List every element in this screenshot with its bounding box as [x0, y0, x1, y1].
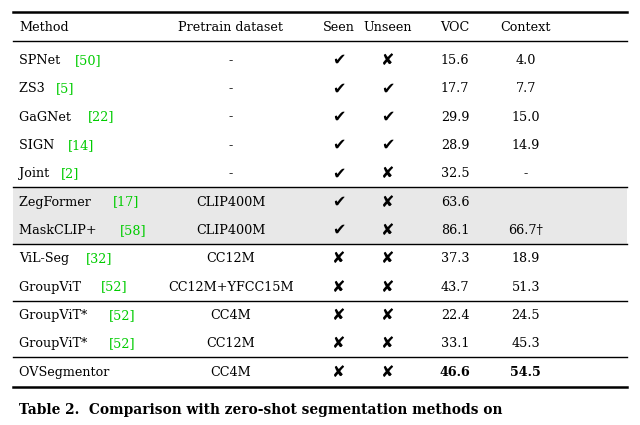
Text: 54.5: 54.5 [511, 366, 541, 379]
Text: -: - [228, 110, 233, 124]
Text: ViL-Seg: ViL-Seg [19, 252, 73, 265]
Text: ✘: ✘ [381, 53, 394, 68]
Text: [32]: [32] [86, 252, 113, 265]
Text: ZegFormer: ZegFormer [19, 196, 95, 209]
Text: -: - [228, 139, 233, 152]
Text: [50]: [50] [75, 54, 102, 67]
Text: ✔: ✔ [381, 81, 394, 96]
Text: 51.3: 51.3 [511, 280, 540, 294]
Text: 33.1: 33.1 [441, 337, 469, 350]
Text: 37.3: 37.3 [441, 252, 469, 265]
Text: 15.0: 15.0 [511, 110, 540, 124]
Text: ✔: ✔ [381, 138, 394, 153]
Text: ✘: ✘ [381, 223, 394, 238]
Text: ✔: ✔ [332, 166, 345, 181]
Text: ✘: ✘ [381, 365, 394, 380]
Text: CC12M: CC12M [207, 252, 255, 265]
Text: 7.7: 7.7 [516, 82, 536, 95]
Text: -: - [228, 167, 233, 180]
Text: 22.4: 22.4 [441, 309, 469, 322]
Text: CLIP400M: CLIP400M [196, 196, 266, 209]
Text: CC12M+YFCC15M: CC12M+YFCC15M [168, 280, 294, 294]
Text: SPNet: SPNet [19, 54, 64, 67]
Text: OVSegmentor: OVSegmentor [19, 366, 113, 379]
Text: GroupViT*: GroupViT* [19, 309, 91, 322]
Text: ✘: ✘ [381, 166, 394, 181]
Text: Table 2.  Comparison with zero-shot segmentation methods on: Table 2. Comparison with zero-shot segme… [19, 403, 502, 417]
Bar [13, 189, 627, 217]
Text: 17.7: 17.7 [441, 82, 469, 95]
Text: CC12M: CC12M [207, 337, 255, 350]
Text: 24.5: 24.5 [511, 309, 540, 322]
Text: 4.0: 4.0 [516, 54, 536, 67]
Text: 28.9: 28.9 [441, 139, 469, 152]
Text: GroupViT*: GroupViT* [19, 337, 91, 350]
Text: Joint: Joint [19, 167, 53, 180]
Text: GaGNet: GaGNet [19, 110, 75, 124]
Text: ✔: ✔ [332, 110, 345, 125]
Text: 32.5: 32.5 [441, 167, 470, 180]
Text: ✘: ✘ [332, 251, 345, 266]
Text: CC4M: CC4M [211, 309, 252, 322]
Text: ✘: ✘ [332, 336, 345, 351]
Text: GroupViT: GroupViT [19, 280, 85, 294]
Text: [17]: [17] [113, 196, 140, 209]
Text: ✘: ✘ [381, 251, 394, 266]
Text: [2]: [2] [61, 167, 80, 180]
Text: ✘: ✘ [381, 280, 394, 295]
Text: Seen: Seen [323, 21, 355, 34]
Text: 63.6: 63.6 [441, 196, 469, 209]
Text: ✔: ✔ [332, 53, 345, 68]
Text: [52]: [52] [108, 309, 135, 322]
Text: -: - [228, 54, 233, 67]
Text: ✘: ✘ [332, 365, 345, 380]
Text: [52]: [52] [100, 280, 127, 294]
Text: ✘: ✘ [332, 280, 345, 295]
Text: Pretrain dataset: Pretrain dataset [179, 21, 284, 34]
Text: Context: Context [500, 21, 551, 34]
Text: [52]: [52] [108, 337, 135, 350]
Text: [58]: [58] [120, 224, 147, 237]
Text: 45.3: 45.3 [511, 337, 540, 350]
Text: [5]: [5] [56, 82, 74, 95]
Text: ✘: ✘ [332, 308, 345, 323]
Text: ✔: ✔ [332, 195, 345, 210]
Text: 14.9: 14.9 [511, 139, 540, 152]
Text: VOC: VOC [440, 21, 470, 34]
Text: 18.9: 18.9 [511, 252, 540, 265]
Text: CC4M: CC4M [211, 366, 252, 379]
Text: ✘: ✘ [381, 308, 394, 323]
Text: 86.1: 86.1 [441, 224, 469, 237]
Text: ✘: ✘ [381, 195, 394, 210]
Text: Unseen: Unseen [364, 21, 412, 34]
Text: ✔: ✔ [381, 110, 394, 125]
Text: ✔: ✔ [332, 81, 345, 96]
Text: ✔: ✔ [332, 223, 345, 238]
Text: 46.6: 46.6 [440, 366, 470, 379]
Text: [22]: [22] [88, 110, 115, 124]
Text: ZS3: ZS3 [19, 82, 49, 95]
Text: -: - [228, 82, 233, 95]
Text: [14]: [14] [68, 139, 94, 152]
Bar [13, 217, 627, 245]
Text: -: - [524, 167, 528, 180]
Text: ✔: ✔ [332, 138, 345, 153]
Text: Method: Method [19, 21, 68, 34]
Text: MaskCLIP+: MaskCLIP+ [19, 224, 100, 237]
Text: CLIP400M: CLIP400M [196, 224, 266, 237]
Text: ✘: ✘ [381, 336, 394, 351]
Text: 29.9: 29.9 [441, 110, 469, 124]
Text: 15.6: 15.6 [441, 54, 469, 67]
Text: SIGN: SIGN [19, 139, 58, 152]
Text: 66.7†: 66.7† [508, 224, 543, 237]
Text: 43.7: 43.7 [441, 280, 469, 294]
